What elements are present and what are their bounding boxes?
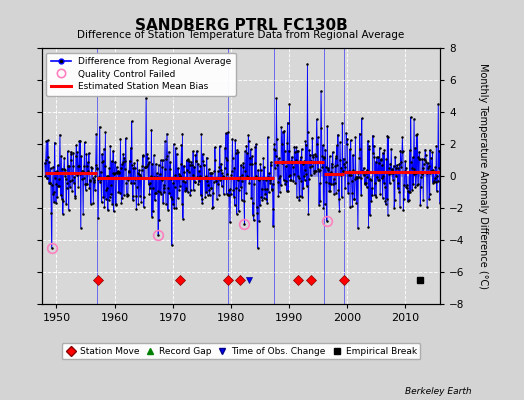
Text: Difference of Station Temperature Data from Regional Average: Difference of Station Temperature Data f… [78,30,405,40]
Text: SANDBERG PTRL FC130B: SANDBERG PTRL FC130B [135,18,347,33]
Text: Berkeley Earth: Berkeley Earth [405,387,472,396]
Legend: Difference from Regional Average, Quality Control Failed, Estimated Station Mean: Difference from Regional Average, Qualit… [47,52,236,96]
Y-axis label: Monthly Temperature Anomaly Difference (°C): Monthly Temperature Anomaly Difference (… [478,63,488,289]
Legend: Station Move, Record Gap, Time of Obs. Change, Empirical Break: Station Move, Record Gap, Time of Obs. C… [62,343,420,360]
